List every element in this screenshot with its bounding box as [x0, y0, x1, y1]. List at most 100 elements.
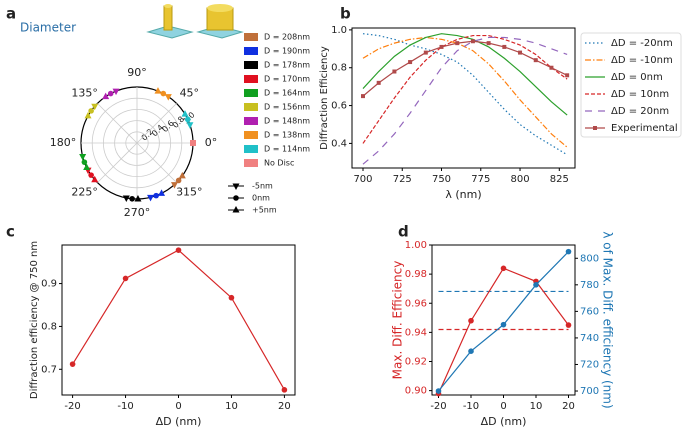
- x-axis-label: λ (nm): [445, 188, 481, 201]
- legend-label: ΔD = 0nm: [611, 72, 663, 83]
- y-axis-label: Max. Diff. Efficiency: [391, 261, 405, 380]
- y-tick-label: 0.98: [405, 269, 427, 280]
- series-line: [362, 34, 568, 144]
- marker: [435, 388, 442, 394]
- y-tick-label: 0.7: [41, 364, 57, 375]
- y2-tick-label: 740: [580, 333, 599, 344]
- marker: [134, 194, 142, 202]
- legend-swatch: [244, 159, 258, 167]
- plot-frame: [351, 27, 576, 169]
- series-line: [362, 36, 568, 148]
- marker: [122, 195, 130, 202]
- marker: [175, 177, 182, 184]
- angle-label: 45°: [180, 87, 200, 100]
- x-tick-label: 825: [550, 174, 569, 185]
- legend-swatch: [244, 75, 258, 83]
- marker: [88, 108, 94, 114]
- legend-label: D = 148nm: [264, 117, 310, 126]
- x-tick-label: 725: [393, 174, 412, 185]
- legend-label: ΔD = 10nm: [611, 89, 669, 100]
- marker: [170, 182, 178, 189]
- marker: [533, 282, 539, 288]
- legend-label: ΔD = -10nm: [611, 55, 673, 66]
- marker: [423, 50, 428, 55]
- panel-label: b: [340, 5, 351, 23]
- legend-label: D = 138nm: [264, 131, 310, 140]
- marker: [129, 195, 135, 202]
- series-line: [362, 36, 568, 165]
- legend-frame: [580, 32, 682, 138]
- y-axis-label: Diffraction efficiency @ 750 nm: [29, 241, 40, 399]
- legend-label: ΔD = 20nm: [611, 106, 669, 117]
- marker: [184, 116, 191, 123]
- y-tick-label: 0.90: [405, 386, 427, 397]
- marker: [376, 80, 381, 85]
- angle-label: 135°: [71, 87, 98, 100]
- marker: [175, 247, 182, 253]
- legend-label: D = 190nm: [264, 47, 310, 56]
- legend-label: D = 208nm: [264, 33, 310, 42]
- marker: [107, 90, 114, 97]
- x-tick-label: -10: [117, 401, 133, 412]
- cylinder-icons: [146, 4, 244, 39]
- y-tick-label: 0.92: [405, 357, 427, 368]
- series-line: [362, 33, 568, 156]
- legend-label: D = 156nm: [264, 103, 310, 112]
- y-tick-label: 0.96: [405, 298, 427, 309]
- marker: [83, 163, 91, 171]
- marker: [468, 317, 474, 324]
- legend-swatch: [244, 47, 258, 55]
- marker: [502, 44, 507, 49]
- chart-title: Diameter: [20, 21, 76, 35]
- series-line: [362, 40, 568, 97]
- marker: [122, 275, 129, 282]
- x-axis-label: ΔD (nm): [156, 415, 202, 428]
- angle-label: 180°: [50, 136, 77, 149]
- marker: [549, 65, 554, 70]
- legend-swatch: [244, 145, 258, 153]
- series-line: [437, 267, 569, 394]
- y2-tick-label: 780: [580, 280, 599, 291]
- y-tick-label: 0.9: [41, 279, 57, 290]
- legend-label: +5nm: [252, 206, 277, 215]
- x-axis-label: ΔD (nm): [481, 415, 527, 428]
- angle-label: 315°: [176, 185, 203, 198]
- marker: [178, 171, 186, 179]
- marker: [91, 175, 99, 183]
- angle-label: 0°: [205, 136, 218, 149]
- marker: [565, 322, 572, 328]
- y2-tick-label: 800: [580, 253, 599, 264]
- angle-label: 90°: [127, 66, 147, 79]
- marker: [147, 194, 155, 202]
- grid-spoke: [97, 103, 138, 144]
- x-tick-label: 700: [353, 174, 372, 185]
- y-axis-label: Diffraction Efficiency: [319, 46, 330, 150]
- marker: [565, 248, 572, 255]
- legend-label: D = 114nm: [264, 145, 310, 154]
- angle-label: 225°: [71, 185, 98, 198]
- marker: [112, 88, 120, 96]
- marker: [533, 58, 538, 63]
- y-tick-label: 0.8: [331, 63, 347, 74]
- x-tick-label: 20: [562, 401, 575, 412]
- marker: [79, 154, 87, 161]
- legend-label: D = 164nm: [264, 89, 310, 98]
- y-tick-label: 0.94: [405, 327, 427, 338]
- marker: [164, 94, 172, 101]
- marker: [232, 183, 240, 190]
- marker: [593, 126, 597, 130]
- marker: [468, 348, 474, 354]
- marker: [500, 265, 507, 272]
- legend-label: -5nm: [252, 182, 273, 191]
- marker: [181, 110, 189, 117]
- x-tick-label: 0: [175, 401, 181, 412]
- marker: [154, 87, 162, 94]
- panel-label: d: [398, 223, 409, 241]
- legend-swatch: [244, 89, 258, 97]
- legend-label: No Disc: [264, 159, 294, 168]
- marker: [233, 195, 239, 201]
- legend-swatch: [244, 117, 258, 125]
- grid-spoke: [97, 142, 138, 183]
